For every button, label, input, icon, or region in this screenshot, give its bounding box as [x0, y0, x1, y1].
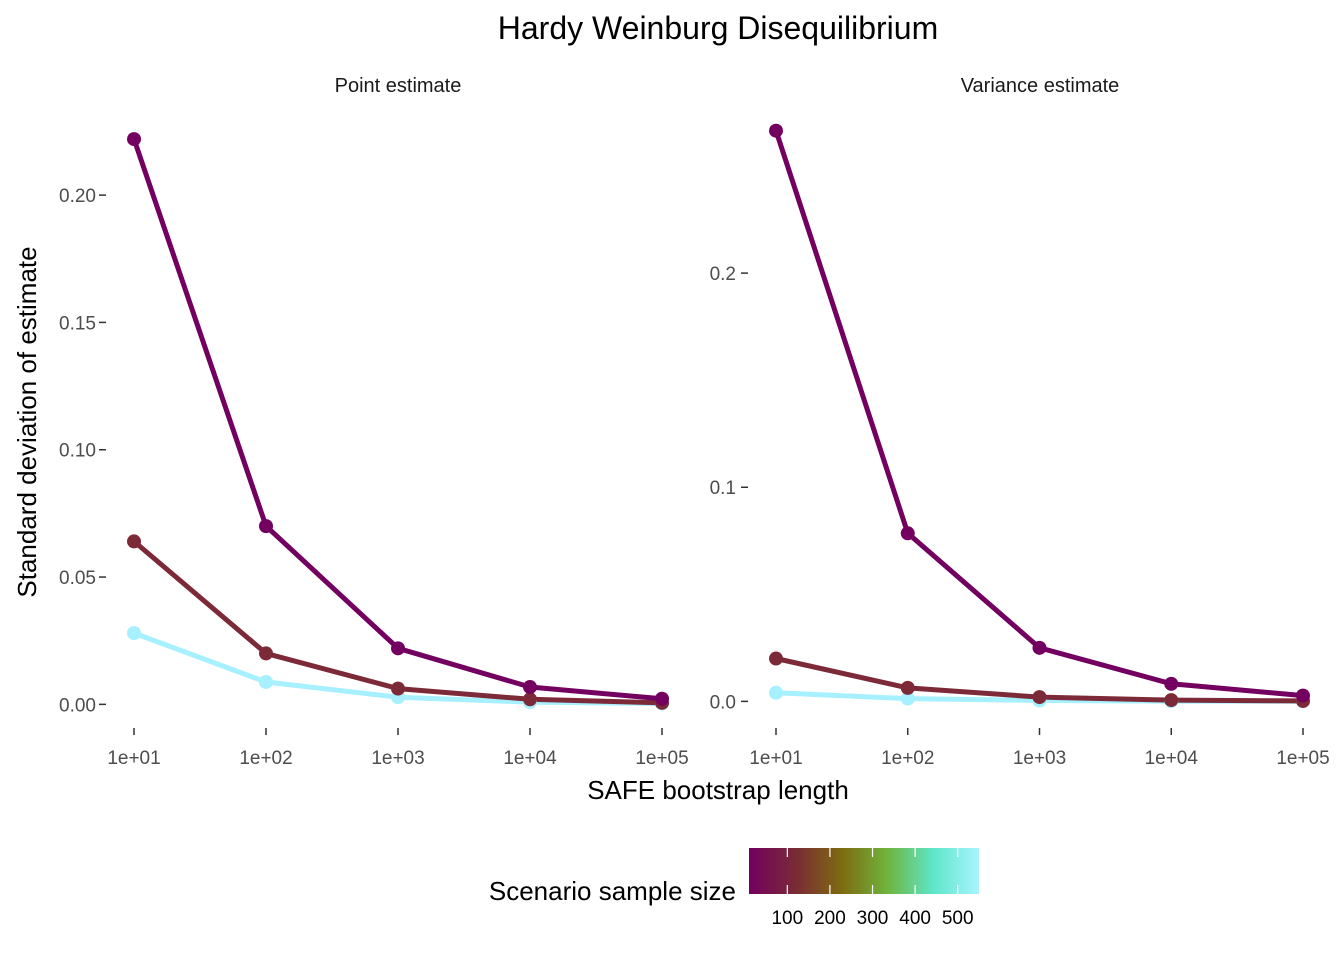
data-point-n550	[900, 691, 915, 706]
facet-panels: Point estimate 0.00 0.05 0.10 0.15 0.20 1e+01 1…	[59, 75, 1330, 769]
y-tick-label: 0.00	[59, 695, 96, 716]
data-point-n10	[523, 680, 537, 695]
y-tick-label: 0.0	[710, 692, 736, 713]
x-tick-label: 1e+05	[1276, 748, 1329, 769]
y-tick-label: 0.10	[59, 441, 96, 462]
color-legend: Scenario sample size 100 200 300 400 500	[489, 848, 979, 929]
x-axis-title: SAFE bootstrap length	[587, 775, 849, 805]
x-tick-label: 1e+05	[635, 748, 688, 769]
data-point-n550	[259, 674, 273, 689]
series-line-n10	[773, 128, 1306, 699]
x-tick-label: 1e+04	[1145, 748, 1199, 769]
panel-1: Point estimate 0.00 0.05 0.10 0.15 0.20 1e+01 1…	[59, 75, 689, 769]
data-point-n10	[259, 519, 273, 534]
x-tick-label: 1e+02	[239, 748, 292, 769]
data-point-n100	[259, 646, 273, 661]
data-point-n100	[900, 680, 915, 695]
x-tick-label: 1e+01	[107, 748, 160, 769]
y-tick-label: 0.1	[710, 478, 736, 499]
x-tick-label: 1e+01	[749, 748, 802, 769]
colorbar-tick-label: 100	[771, 908, 803, 929]
data-point-n10	[1032, 640, 1047, 655]
x-tick-label: 1e+02	[881, 748, 934, 769]
colorbar-tick-label: 200	[814, 908, 846, 929]
x-tick-label: 1e+04	[503, 748, 557, 769]
colorbar-ticks: 100 200 300 400 500	[771, 848, 974, 929]
series-line-n100	[131, 538, 665, 706]
y-tick-label: 0.05	[59, 568, 96, 589]
data-point-n10	[1296, 688, 1310, 703]
data-point-n100	[1032, 690, 1047, 705]
data-point-n10	[769, 123, 783, 138]
data-point-n10	[900, 526, 915, 541]
colorbar-tick-label: 300	[857, 908, 889, 929]
data-point-n10	[127, 132, 141, 147]
colorbar	[749, 848, 979, 894]
data-point-n100	[391, 681, 405, 696]
data-point-n100	[769, 651, 783, 666]
legend-title: Scenario sample size	[489, 876, 736, 906]
x-tick-label: 1e+03	[371, 748, 424, 769]
data-point-n550	[769, 685, 783, 700]
panel-strip-label: Variance estimate	[961, 75, 1120, 97]
data-point-n10	[391, 641, 405, 656]
colorbar-tick-label: 500	[942, 908, 974, 929]
data-point-n10	[1164, 676, 1179, 691]
chart-title: Hardy Weinburg Disequilibrium	[498, 10, 938, 46]
y-tick-label: 0.20	[59, 186, 96, 207]
series-line-n10	[131, 136, 665, 702]
y-tick-label: 0.15	[59, 313, 96, 334]
data-point-n100	[127, 534, 141, 549]
x-tick-label: 1e+03	[1013, 748, 1066, 769]
y-tick-label: 0.2	[710, 264, 736, 285]
data-point-n10	[655, 691, 669, 706]
colorbar-tick-label: 400	[899, 908, 931, 929]
data-point-n100	[523, 692, 537, 707]
y-axis-title: Standard deviation of estimate	[12, 246, 42, 597]
data-point-n100	[1164, 693, 1179, 708]
panel-strip-label: Point estimate	[335, 75, 462, 97]
data-point-n550	[127, 626, 141, 641]
panel-2: Variance estimate 0.0 0.1 0.2 1e+01 1e+02 1e+0…	[710, 75, 1330, 769]
